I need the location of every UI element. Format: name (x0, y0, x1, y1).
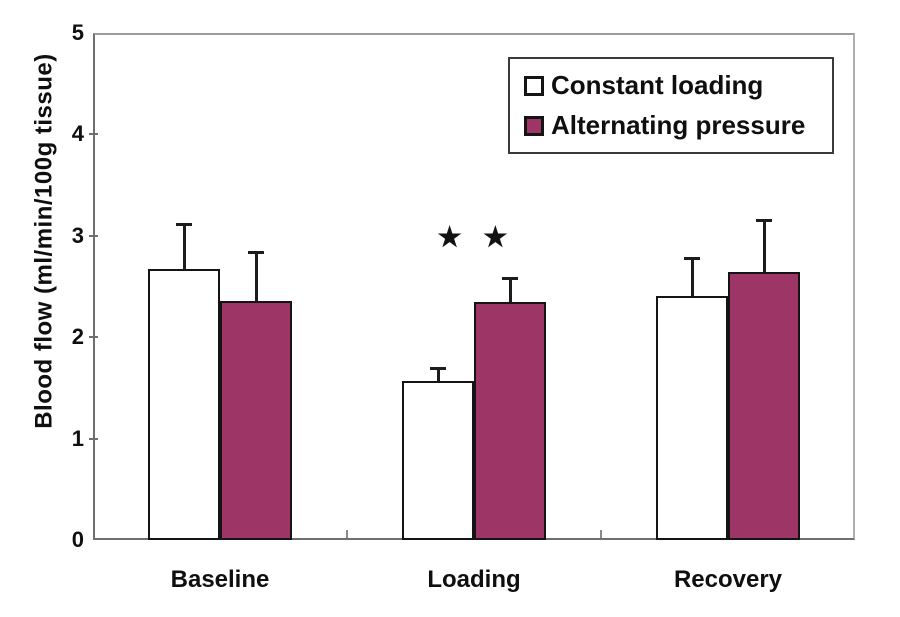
x-tick-mark (600, 530, 602, 538)
error-bar (182, 223, 186, 270)
error-bar (436, 367, 440, 381)
x-category-label-recovery: Recovery (673, 566, 783, 593)
bar-constant-loading-recovery (656, 295, 728, 540)
y-tick-mark (89, 336, 98, 339)
legend-marker-constant-loading-icon (524, 75, 544, 96)
legend: Constant loading Alternating pressure (508, 57, 834, 154)
x-category-label-baseline: Baseline (170, 566, 270, 593)
y-tick-label: 0 (71, 527, 84, 552)
legend-label-alternating-pressure: Alternating pressure (551, 110, 806, 140)
bar-alternating-pressure-recovery (728, 272, 800, 540)
legend-item-constant-loading: Constant loading (524, 70, 832, 101)
y-tick-mark (89, 234, 98, 237)
bar-alternating-pressure-baseline (220, 300, 292, 540)
error-bar-cap (176, 222, 192, 226)
significance-stars: ★ ★ (437, 221, 515, 252)
error-bar-cap (502, 277, 518, 281)
legend-label-constant-loading: Constant loading (551, 70, 764, 100)
bar-constant-loading-loading (402, 380, 474, 540)
error-bar (508, 278, 512, 302)
y-tick-label: 4 (71, 121, 84, 147)
error-bar-cap (248, 251, 264, 255)
x-category-label-loading: Loading (427, 566, 521, 593)
y-tick-mark (89, 437, 98, 440)
y-tick-mark (89, 133, 98, 136)
error-bar-cap (430, 366, 446, 370)
y-tick-label: 1 (71, 425, 84, 451)
y-tick-label: 5 (71, 20, 84, 45)
error-bar (690, 258, 694, 296)
error-bar-cap (756, 218, 772, 222)
y-tick-label: 3 (71, 222, 84, 248)
legend-item-alternating-pressure: Alternating pressure (524, 110, 832, 141)
y-tick-label: 2 (71, 324, 84, 350)
bar-constant-loading-baseline (148, 269, 220, 540)
error-bar (254, 252, 258, 301)
bar-alternating-pressure-loading (474, 301, 546, 540)
error-bar-cap (684, 257, 700, 261)
error-bar (762, 219, 766, 273)
legend-marker-alternating-pressure-icon (524, 115, 544, 136)
x-tick-mark (346, 530, 348, 538)
